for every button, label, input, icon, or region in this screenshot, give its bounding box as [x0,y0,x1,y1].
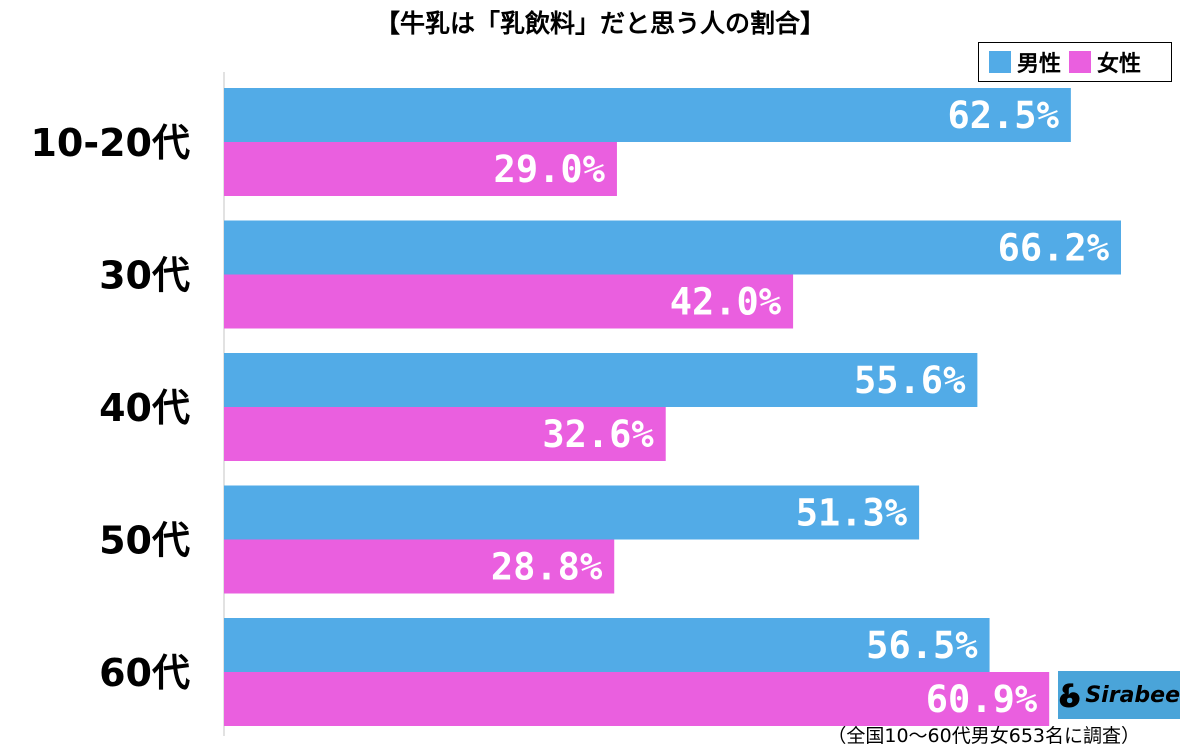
data-label-female: 60.9% [926,678,1038,721]
bar-male [224,353,978,407]
logo-text: Sirabee [1085,682,1180,708]
bar-female [224,407,666,461]
bar-female [224,274,794,329]
category-label: 50代 [99,519,190,563]
legend: 男性 女性 [978,42,1172,82]
category-label: 60代 [99,651,190,695]
bar-male [224,485,920,540]
category-label: 10-20代 [30,121,190,165]
data-label-male: 55.6% [854,359,966,402]
bar-female [224,672,1050,726]
bar-female [224,142,617,196]
legend-label-female: 女性 [1097,52,1142,77]
data-label-female: 32.6% [542,413,654,456]
data-label-female: 28.8% [491,546,603,589]
legend-item-female: 女性 [1069,46,1141,78]
footnote: （全国10〜60代男女653名に調査） [827,725,1140,747]
category-label: 30代 [99,254,190,298]
data-label-female: 42.0% [670,281,782,324]
legend-swatch-male [989,51,1011,73]
bar-female [224,539,615,594]
bar-male [224,220,1121,275]
legend-label-male: 男性 [1017,52,1062,77]
data-label-male: 66.2% [998,227,1110,270]
legend-item-male: 男性 [989,46,1061,78]
data-label-male: 56.5% [866,624,978,667]
data-label-female: 29.0% [494,148,606,191]
bar-male [224,88,1071,142]
sirabee-logo: Sirabee [1058,671,1180,719]
bar-male [224,618,990,672]
chart-title: 【牛乳は「乳飲料」だと思う人の割合】 [374,9,825,38]
data-label-male: 51.3% [796,492,908,535]
sirabee-mark-icon [1059,683,1080,708]
data-label-male: 62.5% [947,94,1059,137]
category-label: 40代 [99,386,190,430]
legend-swatch-female [1069,51,1092,73]
